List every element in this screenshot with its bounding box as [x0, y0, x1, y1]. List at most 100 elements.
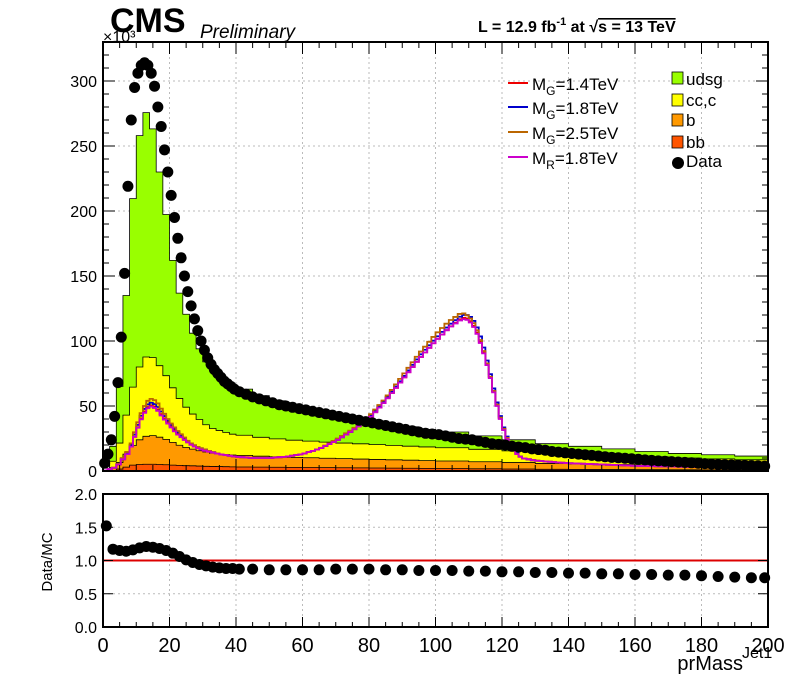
x-tick-label: 180	[685, 635, 718, 657]
data-point	[175, 252, 187, 264]
x-axis-label: prMass	[677, 653, 743, 675]
x-tick-label: 60	[291, 635, 313, 657]
y-tick-label: 250	[70, 139, 97, 156]
ratio-point	[263, 564, 275, 576]
energy-value: s = 13 TeV	[598, 19, 676, 36]
x-tick-label: 20	[158, 635, 180, 657]
data-point	[145, 67, 157, 79]
ratio-point	[297, 564, 308, 576]
legend-marker-icon	[672, 157, 684, 169]
y-tick-label: 50	[79, 399, 97, 416]
ratio-point	[662, 569, 674, 581]
ratio-point	[413, 564, 425, 576]
ratio-plot-panel: 0 20 40 60 80 100 120 140 160 180 200 0.0 0.5 1.0 1.5 2…	[75, 487, 785, 657]
x-tick-label: 80	[358, 635, 380, 657]
ratio-point	[596, 568, 608, 580]
data-point	[115, 331, 127, 343]
legend-swatch-icon	[671, 135, 684, 149]
legend-label-ccc: cc,c	[686, 91, 717, 110]
ratio-point	[363, 563, 375, 575]
luminosity-joiner: at	[566, 19, 589, 36]
data-point	[122, 180, 134, 192]
ratio-y-tick-label: 1.5	[75, 520, 97, 537]
experiment-label: CMS	[110, 2, 186, 40]
x-tick-label: 160	[618, 635, 651, 657]
data-point	[178, 270, 190, 282]
legend-label-data: Data	[686, 152, 722, 171]
ratio-point	[446, 564, 458, 576]
legend-label-b: b	[686, 111, 695, 130]
legend-entry-udsg: udsg	[671, 70, 723, 89]
data-point	[172, 232, 184, 244]
x-tick-label: 200	[751, 635, 784, 657]
data-point	[112, 377, 124, 389]
ratio-point	[380, 564, 392, 576]
ratio-y-axis-label: Data/MC	[39, 532, 56, 591]
ratio-point	[496, 566, 508, 578]
ratio-y-tick-label: 2.0	[75, 487, 97, 504]
ratio-point	[247, 563, 259, 575]
y-tick-label: 200	[70, 204, 97, 221]
y-tick-label: 100	[70, 334, 97, 351]
ratio-point	[729, 571, 741, 583]
main-plot-panel: 0 50 100 150 200 250 300	[70, 41, 771, 481]
main-axis-ticks: 0 50 100 150 200 250 300	[70, 41, 769, 481]
legend-label-mr18: MR=1.8TeV	[532, 149, 618, 172]
legend-swatch-icon	[671, 113, 684, 127]
y-tick-label: 300	[70, 74, 97, 91]
ratio-y-tick-label: 0.0	[75, 620, 97, 637]
ratio-point	[479, 565, 491, 577]
ratio-point	[513, 566, 525, 578]
ratio-point	[280, 564, 292, 576]
ratio-point	[346, 563, 358, 575]
legend-swatch-icon	[671, 93, 684, 107]
ratio-point	[712, 570, 724, 582]
x-tick-label: 0	[97, 635, 108, 657]
data-point	[152, 101, 164, 113]
legend-label-udsg: udsg	[686, 70, 723, 89]
legend-swatch-icon	[671, 71, 684, 85]
data-point	[105, 434, 117, 446]
ratio-point	[529, 566, 541, 578]
y-multiplier-label: ×10³	[103, 29, 136, 46]
ratio-point	[430, 564, 441, 576]
ratio-point	[679, 569, 691, 581]
data-point	[165, 189, 177, 201]
x-tick-label: 100	[419, 635, 452, 657]
ratio-point	[563, 567, 574, 579]
ratio-point	[629, 568, 641, 580]
legend-entry-mg18: MG=1.8TeV	[508, 99, 619, 122]
x-tick-label: 40	[225, 635, 247, 657]
ratio-y-tick-label: 0.5	[75, 587, 97, 604]
data-point	[109, 410, 121, 422]
ratio-point	[233, 563, 245, 575]
ratio-point	[463, 565, 475, 577]
legend-entry-mg14: MG=1.4TeV	[508, 75, 619, 98]
data-point	[159, 144, 171, 156]
sqrt-symbol: √	[589, 19, 598, 36]
legend-entry-mg25: MG=2.5TeV	[508, 124, 619, 147]
legend-label-bb: bb	[686, 133, 705, 152]
legend-entry-mr18: MR=1.8TeV	[508, 149, 618, 172]
x-tick-label: 140	[552, 635, 585, 657]
legend-label-mg18: MG=1.8TeV	[532, 99, 619, 122]
ratio-point	[313, 564, 325, 576]
data-point	[195, 335, 207, 347]
data-point	[185, 300, 197, 312]
luminosity-label: L = 12.9 fb-1 at √s = 13 TeV	[478, 16, 676, 36]
ratio-point	[579, 567, 591, 579]
data-point	[129, 82, 141, 93]
ratio-axis-ticks: 0 20 40 60 80 100 120 140 160 180 200 0.0 0.5 1.0 1.5 2…	[75, 487, 785, 657]
status-label: Preliminary	[200, 22, 297, 43]
legend: MG=1.4TeV MG=1.8TeV MG=2.5TeV MR=1.8TeV …	[508, 70, 723, 172]
ratio-point	[696, 570, 707, 582]
data-point	[119, 267, 131, 279]
legend-entry-data: Data	[672, 152, 722, 171]
data-point	[155, 121, 167, 132]
data-point	[162, 166, 174, 178]
ratio-point	[646, 568, 658, 580]
ratio-point	[745, 572, 757, 584]
legend-entry-b: b	[671, 111, 695, 130]
ratio-point	[330, 563, 342, 575]
